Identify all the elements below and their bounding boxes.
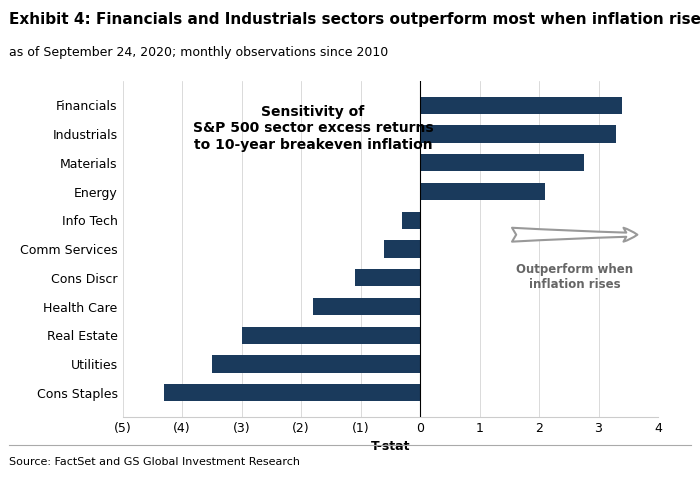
Bar (384, 240, 420, 258)
Bar (420, 97, 622, 114)
Bar (402, 212, 420, 229)
Text: Outperform when
inflation rises: Outperform when inflation rises (516, 263, 634, 291)
Bar (164, 384, 420, 401)
Bar (355, 269, 420, 286)
Text: as of September 24, 2020; monthly observations since 2010: as of September 24, 2020; monthly observ… (9, 46, 389, 58)
Bar (241, 327, 420, 344)
Bar (420, 183, 545, 200)
Text: Source: FactSet and GS Global Investment Research: Source: FactSet and GS Global Investment… (9, 457, 300, 467)
X-axis label: T-stat: T-stat (370, 440, 410, 453)
Bar (313, 298, 420, 315)
Bar (211, 355, 420, 373)
Bar (420, 154, 584, 171)
Text: Exhibit 4: Financials and Industrials sectors outperform most when inflation ris: Exhibit 4: Financials and Industrials se… (9, 12, 700, 27)
Bar (420, 125, 617, 143)
Text: Sensitivity of
S&P 500 sector excess returns
to 10-year breakeven inflation: Sensitivity of S&P 500 sector excess ret… (193, 105, 433, 151)
